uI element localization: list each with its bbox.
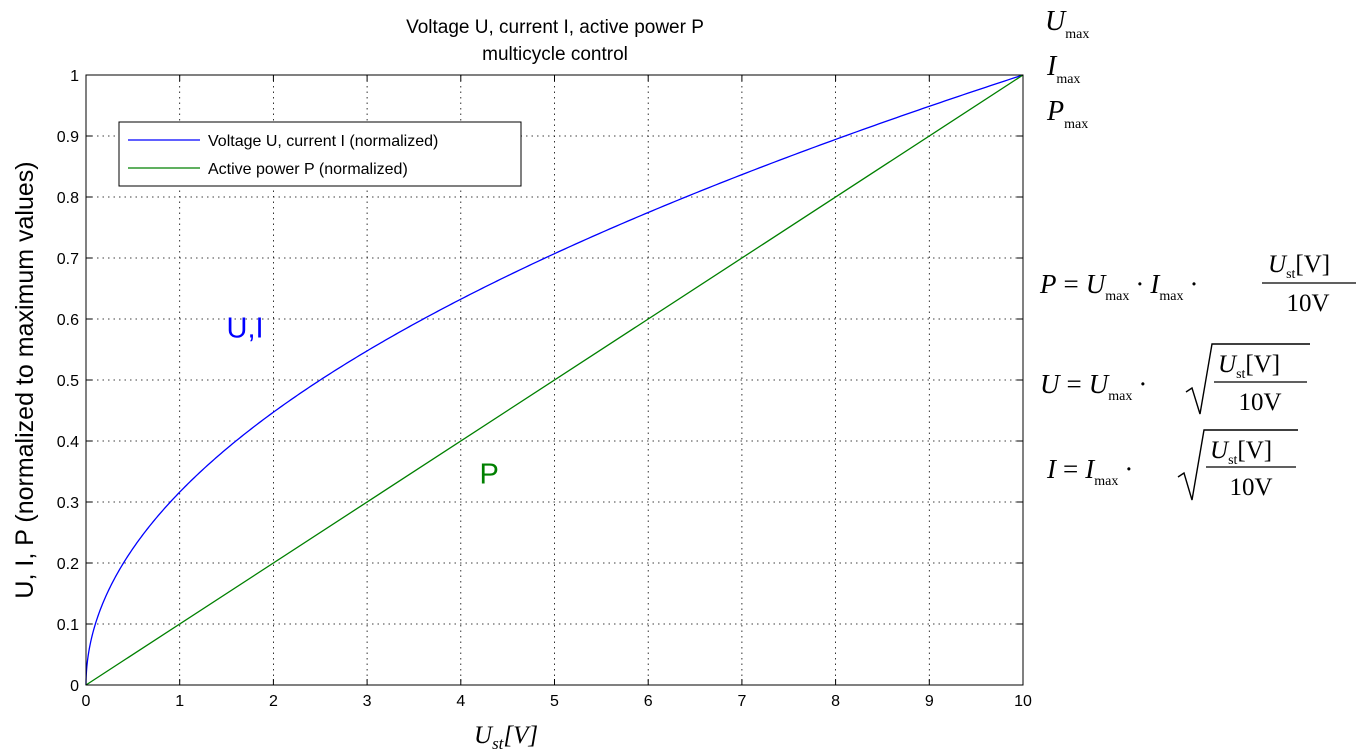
- svg-text:10V: 10V: [1286, 290, 1329, 317]
- svg-text:10V: 10V: [1238, 389, 1281, 416]
- y-tick-label: 0.3: [57, 495, 79, 512]
- x-axis-label: Ust[V]: [474, 722, 538, 751]
- annotation-ui: U,I: [227, 312, 264, 344]
- svg-text:U=Umax·: U = Umax ·: [1040, 369, 1147, 404]
- formula-u: U = Umax · Ust[V] 10V: [1040, 343, 1310, 416]
- legend-label-power: Active power P (normalized): [208, 161, 408, 178]
- svg-text:10V: 10V: [1229, 474, 1272, 501]
- legend-box: [118, 121, 522, 187]
- y-axis-label: U, I, P (normalized to maximum values): [11, 161, 39, 598]
- y-tick-label: 0.5: [57, 373, 79, 390]
- svg-text:Ust[V]: Ust[V]: [1268, 251, 1330, 282]
- x-tick-label: 4: [456, 693, 465, 710]
- y-tick-label: 0.1: [57, 617, 79, 634]
- y-tick-label: 0.4: [57, 434, 79, 451]
- x-tick-label: 6: [644, 693, 653, 710]
- legend-label-voltage: Voltage U, current I (normalized): [208, 133, 438, 150]
- x-tick-label: 5: [550, 693, 559, 710]
- y-tick-label: 0.7: [57, 251, 79, 268]
- label-imax: Imax: [1046, 51, 1080, 87]
- svg-text:I=Imax·: I = Imax ·: [1046, 454, 1133, 489]
- svg-text:Ust[V]: Ust[V]: [1218, 351, 1280, 382]
- series-group: [85, 74, 1024, 686]
- label-umax: Umax: [1045, 6, 1089, 42]
- x-tick-label: 1: [175, 693, 184, 710]
- x-tick-label: 0: [82, 693, 91, 710]
- chart-title-line2: multicycle control: [482, 44, 628, 65]
- y-tick-label: 0.8: [57, 190, 79, 207]
- plot-frame: [85, 74, 1024, 686]
- formula-p: P = Umax · Imax · Ust[V] 10V: [1039, 251, 1356, 317]
- legend: Voltage U, current I (normalized) Active…: [118, 121, 522, 187]
- svg-text:Ust[V]: Ust[V]: [1210, 437, 1272, 468]
- label-pmax: Pmax: [1046, 96, 1088, 132]
- x-tick-label: 7: [737, 693, 746, 710]
- x-tick-label: 2: [269, 693, 278, 710]
- y-tick-label: 1: [70, 68, 79, 85]
- chart-title-line1: Voltage U, current I, active power P: [406, 17, 704, 38]
- y-tick-label: 0.9: [57, 129, 79, 146]
- x-tick-label: 10: [1014, 693, 1032, 710]
- formula-i: I = Imax · Ust[V] 10V: [1046, 429, 1298, 501]
- x-tick-label: 9: [925, 693, 934, 710]
- x-tick-label: 8: [831, 693, 840, 710]
- series-line-active-power: [85, 74, 1024, 686]
- y-tick-label: 0: [70, 678, 79, 695]
- series-line-voltage-current: [85, 74, 1024, 686]
- y-tick-label: 0.2: [57, 556, 79, 573]
- axis-ticks: 0 1 2 3 4 5 6 7 8 9 10 0 0.1 0.2 0.3 0.4 0.5 0.6 0.7 0.8 0.9…: [57, 68, 1032, 710]
- y-tick-label: 0.6: [57, 312, 79, 329]
- annotation-p: P: [480, 459, 499, 491]
- svg-text:P=Umax·Imax·: P = Umax · Imax ·: [1039, 269, 1198, 304]
- x-tick-label: 3: [363, 693, 372, 710]
